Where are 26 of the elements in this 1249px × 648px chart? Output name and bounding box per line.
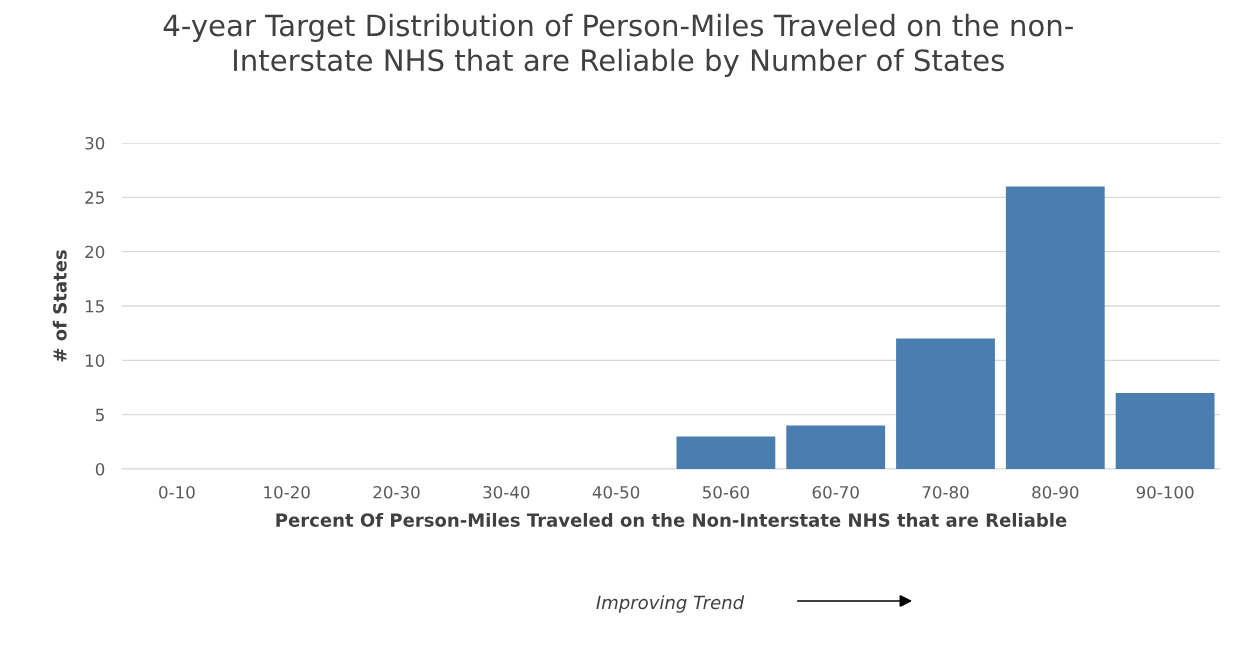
bar: [1005, 186, 1105, 469]
y-axis-title: # of States: [52, 250, 67, 362]
x-axis-title: Percent Of Person-Miles Traveled on the Non-Interstate NHS that are Reliable: [276, 512, 1067, 527]
y-tick-label: 20: [85, 245, 105, 259]
y-tick-label: 25: [85, 191, 104, 204]
bar: [1115, 392, 1215, 469]
x-tick-label: 0-10: [159, 485, 195, 499]
x-tick-label: 80-90: [1032, 485, 1079, 499]
y-tick-label: 30: [85, 136, 105, 150]
y-tick-label: 0: [95, 462, 105, 476]
bar: [786, 425, 886, 469]
x-tick-label: 40-50: [592, 485, 640, 499]
x-tick-label: 10-20: [264, 485, 310, 499]
y-tick-label: 10: [85, 354, 105, 367]
text: Improving Trend: [596, 595, 745, 613]
x-tick-label: 30-40: [483, 485, 530, 499]
x-tick-label: 60-70: [812, 485, 859, 499]
x-tick-label: 90-100: [1136, 485, 1194, 499]
y-tick-label: 5: [96, 408, 104, 422]
chart-title: 4-year Target Distribution of Person-Miles Traveled on the non- Interstate NHS that are Reliable by Number of States: [163, 13, 1073, 77]
y-tick-label: 15: [85, 300, 104, 313]
x-tick-label: 50-60: [702, 485, 750, 499]
x-tick-label: 70-80: [922, 485, 969, 499]
bar: [896, 338, 995, 469]
x-tick-label: 20-30: [373, 485, 420, 499]
bar: [676, 436, 776, 469]
